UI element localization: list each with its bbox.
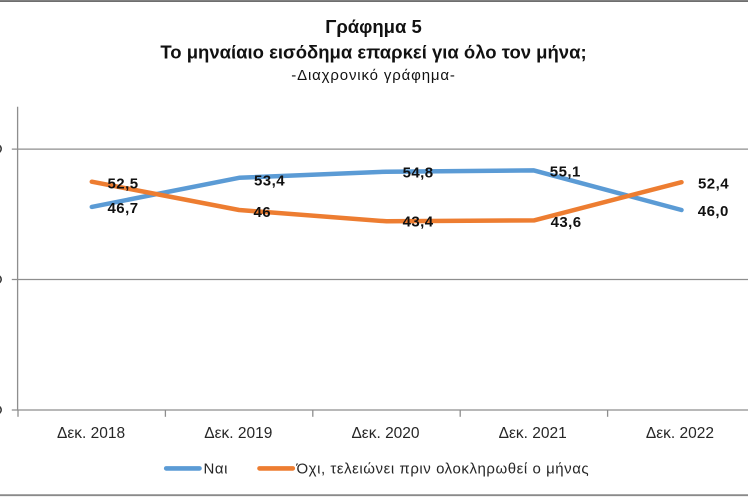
svg-text:Δεκ. 2022: Δεκ. 2022 [646,425,714,442]
svg-text:Δεκ. 2019: Δεκ. 2019 [204,425,272,442]
svg-text:46: 46 [254,204,272,221]
svg-text:54,8: 54,8 [403,165,434,182]
svg-text:-Διαχρονικό γράφημα-: -Διαχρονικό γράφημα- [291,67,456,84]
svg-text:55,1: 55,1 [550,164,581,181]
svg-text:53,4: 53,4 [254,172,285,189]
svg-text:Δεκ. 2018: Δεκ. 2018 [57,425,125,442]
svg-text:52,5: 52,5 [108,176,139,193]
svg-text:52,4: 52,4 [698,176,729,193]
svg-text:46,7: 46,7 [108,200,139,217]
svg-text:Όχι, τελειώνει πριν ολοκληρωθε: Όχι, τελειώνει πριν ολοκληρωθεί ο μήνας [296,461,590,478]
svg-text:Ναι: Ναι [204,461,229,478]
svg-text:Δεκ. 2021: Δεκ. 2021 [499,425,567,442]
svg-text:Το μηναίαιο εισόδημα επαρκεί γ: Το μηναίαιο εισόδημα επαρκεί για όλο τον… [160,41,586,62]
svg-text:46,0: 46,0 [698,203,729,220]
svg-text:43,4: 43,4 [403,214,434,231]
svg-text:43,6: 43,6 [551,214,582,231]
svg-text:Γράφημα 5: Γράφημα 5 [325,16,422,37]
svg-text:Δεκ. 2020: Δεκ. 2020 [351,425,419,442]
